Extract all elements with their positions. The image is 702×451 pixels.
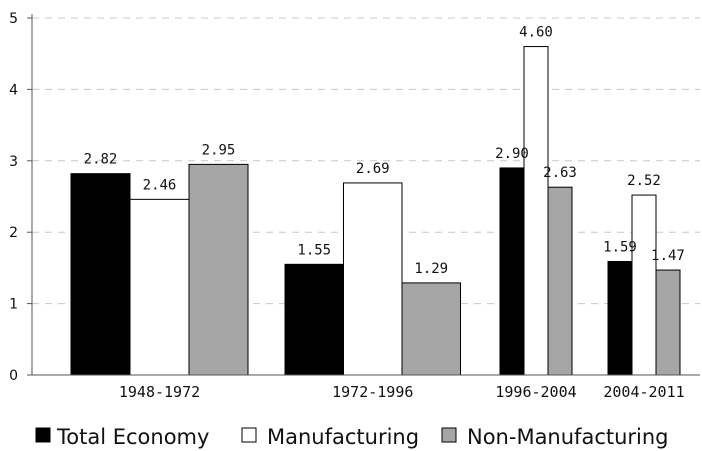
bar-non-manufacturing bbox=[655, 269, 681, 376]
value-label-non-manufacturing: 2.63 bbox=[543, 165, 577, 181]
category-label: 2004-2011 bbox=[603, 383, 684, 401]
value-label-non-manufacturing: 2.95 bbox=[202, 142, 236, 158]
y-axis: 0 1 2 3 4 5 bbox=[9, 11, 33, 384]
x-axis: 1948-1972 1972-1996 1996-2004 2004-2011 bbox=[32, 374, 700, 401]
y-tick-label: 3 bbox=[9, 154, 18, 170]
bar-non-manufacturing bbox=[401, 282, 461, 376]
value-label-total-economy: 2.90 bbox=[495, 146, 529, 162]
category-label: 1948-1972 bbox=[119, 383, 200, 401]
bar-total-economy bbox=[70, 173, 131, 376]
value-label-non-manufacturing: 1.47 bbox=[651, 248, 685, 264]
value-label-total-economy: 2.82 bbox=[84, 152, 118, 168]
data-labels: 2.82 2.46 2.95 1.55 2.69 1.29 2.90 4.60 2.63 1.59… bbox=[84, 25, 685, 277]
value-label-manufacturing: 2.69 bbox=[356, 161, 390, 177]
value-label-total-economy: 1.59 bbox=[603, 239, 637, 255]
bars bbox=[70, 46, 681, 376]
bar-total-economy bbox=[607, 260, 633, 376]
y-tick-label: 0 bbox=[9, 368, 18, 384]
y-tick-label: 1 bbox=[9, 297, 18, 313]
bar-manufacturing bbox=[523, 46, 549, 376]
bar-manufacturing bbox=[631, 194, 657, 376]
legend: Total Economy Manufacturing Non-Manufactur… bbox=[35, 425, 669, 449]
legend-swatch-manufacturing bbox=[241, 427, 257, 443]
bar-total-economy bbox=[499, 167, 525, 376]
bar-manufacturing bbox=[343, 182, 403, 376]
legend-swatch-total-economy bbox=[35, 427, 51, 443]
legend-swatch-non-manufacturing bbox=[441, 427, 457, 443]
bar-total-economy bbox=[284, 263, 344, 376]
y-tick-label: 5 bbox=[9, 11, 18, 27]
y-tick-label: 2 bbox=[9, 225, 18, 241]
value-label-manufacturing: 2.46 bbox=[143, 177, 177, 193]
legend-label-manufacturing: Manufacturing bbox=[267, 425, 419, 449]
category-label: 1972-1996 bbox=[332, 383, 413, 401]
bar-non-manufacturing bbox=[547, 186, 573, 376]
bar-non-manufacturing bbox=[188, 163, 249, 376]
value-label-non-manufacturing: 1.29 bbox=[414, 261, 448, 277]
legend-label-total-economy: Total Economy bbox=[56, 425, 209, 449]
value-label-manufacturing: 2.52 bbox=[627, 173, 661, 189]
category-label: 1996-2004 bbox=[495, 383, 576, 401]
legend-label-non-manufacturing: Non-Manufacturing bbox=[467, 425, 669, 449]
value-label-manufacturing: 4.60 bbox=[519, 25, 553, 41]
bar-manufacturing bbox=[129, 198, 190, 376]
y-tick-label: 4 bbox=[9, 82, 18, 98]
value-label-total-economy: 1.55 bbox=[297, 242, 331, 258]
